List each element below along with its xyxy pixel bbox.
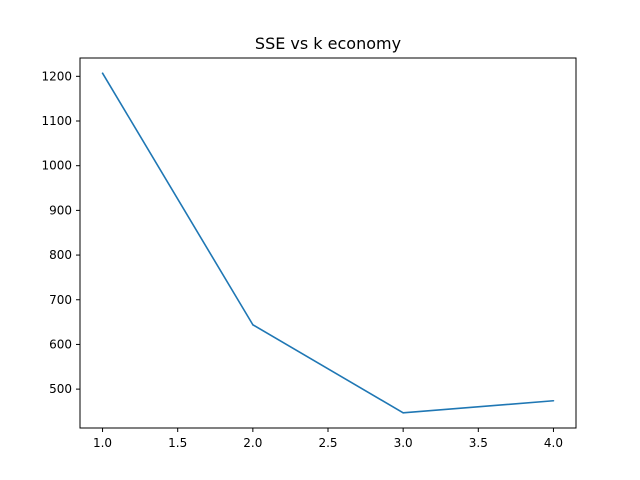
plot-area [80,58,576,428]
data-point [252,323,254,326]
y-tick-label: 700 [49,293,72,307]
y-tick-label: 800 [49,248,72,262]
x-axis: 1.0 1.5 2.0 2.5 3.0 3.5 4.0 [93,428,563,450]
x-tick-label: 2.0 [243,436,262,450]
x-tick-label: 3.0 [394,436,413,450]
chart-title: SSE vs k economy [255,34,401,53]
series-layer [101,72,555,414]
x-tick-label: 3.5 [469,436,488,450]
data-point [402,412,404,414]
data-point [552,399,555,402]
x-tick-label: 2.5 [318,436,337,450]
y-axis: 500 600 700 800 900 1000 1100 1200 [41,69,80,396]
y-tick-label: 600 [49,337,72,351]
x-tick-label: 1.0 [93,436,112,450]
y-tick-label: 1100 [41,114,72,128]
y-tick-label: 1200 [41,69,72,83]
y-tick-label: 500 [49,382,72,396]
y-tick-label: 900 [49,203,72,217]
y-tick-label: 1000 [41,159,72,173]
series-line [101,72,554,414]
x-tick-label: 1.5 [168,436,187,450]
data-point [101,72,104,74]
x-tick-label: 4.0 [544,436,563,450]
plot-frame [79,57,577,429]
